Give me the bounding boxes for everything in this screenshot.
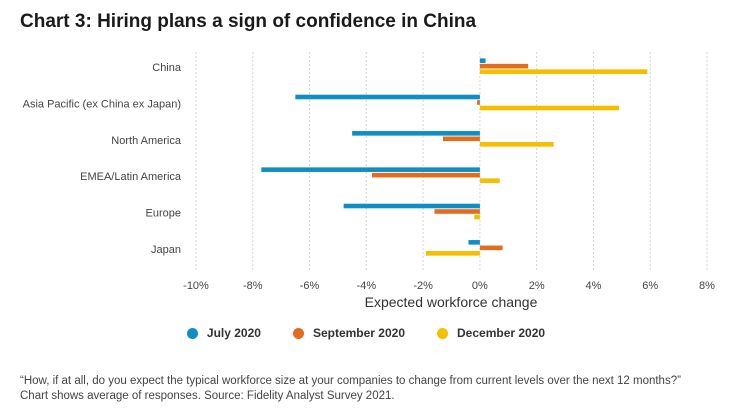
bar-december-2020-asia-pacific-ex-china-ex-japan[interactable] xyxy=(479,105,619,111)
x-tick-label: 6% xyxy=(642,280,658,292)
bar-december-2020-north-america[interactable] xyxy=(479,142,554,147)
legend-marker-december-2020 xyxy=(437,327,449,339)
bar-december-2020-europe[interactable] xyxy=(474,214,480,220)
tick-labels: -10% -8% -6% -4% -2% 0% 2% 4% 6% 8% xyxy=(183,280,715,292)
bar-december-2020-china[interactable] xyxy=(479,69,648,74)
bar-september-2020-emea-latin-america[interactable] xyxy=(372,172,480,178)
legend-marker-september-2020 xyxy=(292,327,304,339)
x-tick-label: -2% xyxy=(413,280,433,292)
legend-label-july-2020: July 2020 xyxy=(206,326,261,340)
chart-title: Chart 3: Hiring plans a sign of confiden… xyxy=(20,11,477,32)
legend-label-december-2020: December 2020 xyxy=(457,326,546,340)
bar-september-2020-china[interactable] xyxy=(479,63,529,69)
category-label-japan: Japan xyxy=(151,244,181,256)
category-label-china: China xyxy=(152,62,182,74)
bar-july-2020-china[interactable] xyxy=(479,58,486,63)
legend-item-july-2020[interactable]: July 2020 xyxy=(186,326,261,340)
legend-label-september-2020: September 2020 xyxy=(312,326,406,340)
x-tick-label: 0% xyxy=(472,280,488,292)
x-tick-label: -10% xyxy=(183,280,209,292)
bar-july-2020-asia-pacific-ex-china-ex-japan[interactable] xyxy=(295,94,480,100)
bar-september-2020-asia-pacific-ex-china-ex-japan[interactable] xyxy=(477,100,480,105)
legend-item-september-2020[interactable]: September 2020 xyxy=(292,326,406,340)
category-label-emea-latin-america: EMEA/Latin America xyxy=(80,171,182,183)
legend-item-december-2020[interactable]: December 2020 xyxy=(437,326,545,340)
bar-july-2020-japan[interactable] xyxy=(468,240,480,245)
category-label-europe: Europe xyxy=(146,208,181,220)
x-tick-label: -6% xyxy=(300,280,320,292)
x-tick-label: 4% xyxy=(585,280,601,292)
bar-december-2020-japan[interactable] xyxy=(425,251,480,256)
x-tick-label: 2% xyxy=(529,280,545,292)
bar-december-2020-emea-latin-america[interactable] xyxy=(479,178,500,183)
bar-september-2020-japan[interactable] xyxy=(479,245,503,251)
bar-july-2020-emea-latin-america[interactable] xyxy=(261,167,480,172)
bar-july-2020-north-america[interactable] xyxy=(352,131,480,136)
bar-july-2020-europe[interactable] xyxy=(343,203,480,209)
x-axis-label: Expected workforce change xyxy=(365,294,538,310)
category-label-asia-pacific-ex-china-ex-japan: Asia Pacific (ex China ex Japan) xyxy=(23,99,181,111)
bar-september-2020-europe[interactable] xyxy=(434,209,480,214)
bars xyxy=(261,58,648,256)
x-tick-label: 8% xyxy=(699,280,715,292)
x-tick-label: -4% xyxy=(357,280,377,292)
category-labels: China Asia Pacific (ex China ex Japan) Nor… xyxy=(23,62,182,256)
bar-september-2020-north-america[interactable] xyxy=(442,136,480,142)
footnote: “How, if at all, do you expect the typic… xyxy=(20,374,681,402)
category-label-north-america: North America xyxy=(111,135,182,147)
bar-chart: China Asia Pacific (ex China ex Japan) Nor… xyxy=(23,52,715,310)
x-tick-label: -8% xyxy=(243,280,263,292)
legend-marker-july-2020 xyxy=(186,327,198,339)
gridlines xyxy=(195,52,708,270)
legend: July 2020 September 2020 December 2020 xyxy=(0,326,732,340)
